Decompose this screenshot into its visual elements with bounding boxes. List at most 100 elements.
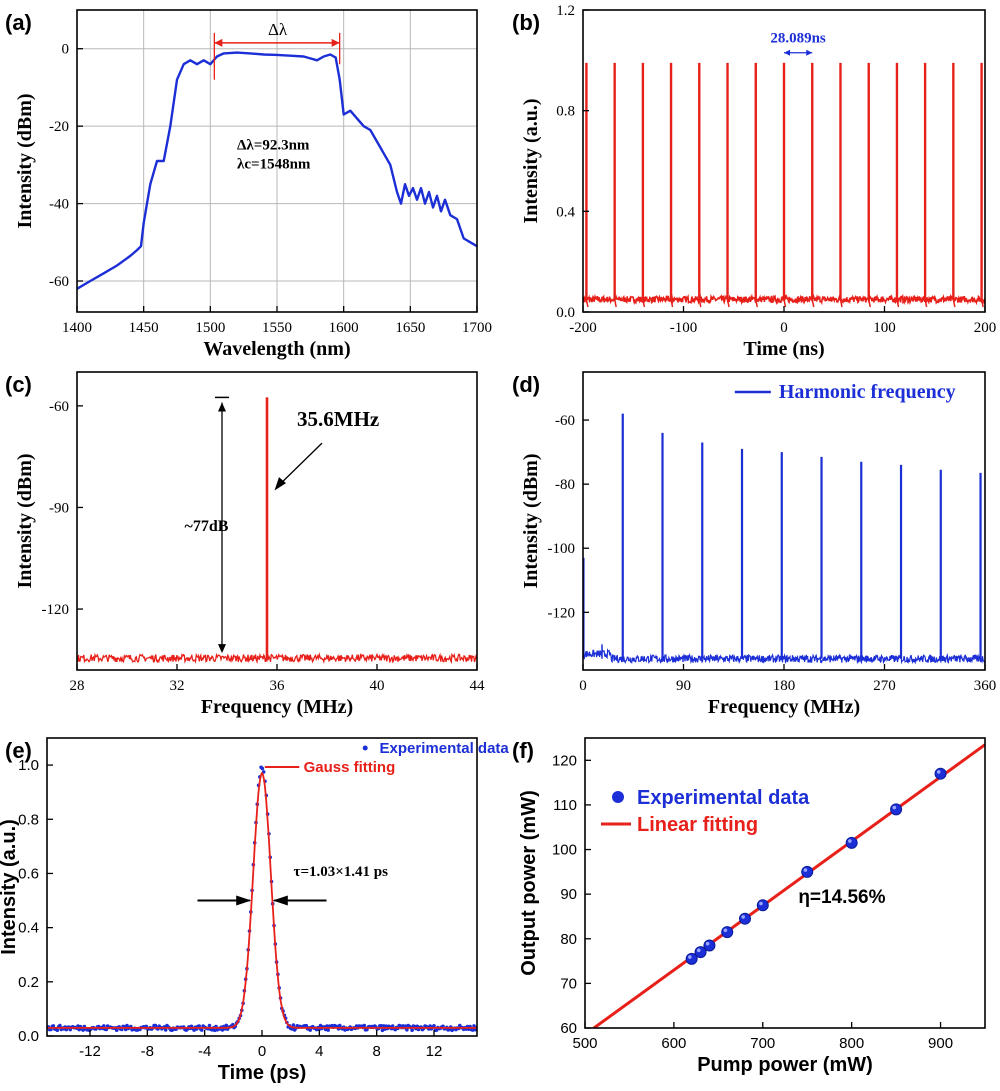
- x-tick-label: -12: [79, 1043, 101, 1060]
- pulse-undershoot: [980, 299, 984, 308]
- data-point-highlight: [688, 955, 692, 959]
- pulse-undershoot: [811, 299, 815, 308]
- y-tick-label: -60: [555, 413, 575, 429]
- y-tick-label: 0.8: [556, 104, 575, 120]
- data-point-highlight: [705, 941, 710, 946]
- panel-f: Experimental data Linear fitting η=14.56% 5…: [512, 737, 986, 1076]
- bandwidth-arrowhead-right: [331, 38, 340, 47]
- x-tick-label: 360: [974, 678, 997, 694]
- x-tick-label: -200: [569, 320, 597, 336]
- x-tick-label: 0: [579, 678, 587, 694]
- data-point: [472, 1024, 476, 1028]
- y-tick-label: -120: [548, 605, 576, 621]
- x-axis-label: Pump power (mW): [697, 1054, 873, 1076]
- plot-area-b: [583, 62, 985, 308]
- x-tick-label: 500: [572, 1035, 597, 1052]
- legend-label-linear: Linear fitting: [637, 814, 758, 836]
- y-axis-label: Intensity (a.u.): [520, 98, 542, 223]
- pulse-undershoot: [613, 299, 617, 308]
- data-point: [55, 1028, 60, 1032]
- x-tick-label: -8: [141, 1043, 154, 1060]
- x-tick-label: 44: [470, 678, 486, 694]
- annotation-pulse-width: τ=1.03×1.41 ps: [294, 864, 389, 880]
- y-axis-label: Output power (mW): [518, 790, 540, 976]
- data-point: [125, 1023, 129, 1028]
- y-tick-label: -60: [49, 274, 69, 290]
- x-tick-label: 0: [780, 320, 788, 336]
- period-arrowhead-left: [784, 49, 790, 56]
- x-tick-label: 40: [370, 678, 385, 694]
- x-tick-label: 700: [750, 1035, 775, 1052]
- x-axis-label: Time (ps): [218, 1062, 307, 1084]
- pulse-undershoot: [924, 299, 928, 308]
- plot-frame: [584, 737, 986, 1029]
- annotation-peak-frequency: 35.6MHz: [297, 407, 379, 431]
- panel-label: (f): [512, 738, 534, 763]
- x-tick-label: 4: [315, 1043, 323, 1060]
- data-point-highlight: [741, 915, 745, 919]
- data-point: [410, 1028, 414, 1032]
- plot-area-d: [583, 413, 985, 665]
- annotation-efficiency: η=14.56%: [798, 887, 885, 908]
- y-tick-label: 70: [560, 975, 577, 992]
- legend-label-experimental: Experimental data: [380, 740, 510, 757]
- panel-label: (a): [5, 10, 32, 35]
- data-point-highlight: [696, 948, 701, 953]
- plot-frame: [46, 737, 478, 1037]
- data-point: [304, 1023, 309, 1028]
- y-tick-label: 0: [62, 42, 70, 58]
- x-tick-label: 600: [661, 1035, 686, 1052]
- data-point: [362, 1023, 367, 1028]
- y-tick-label: -100: [548, 541, 576, 557]
- y-tick-label: 120: [552, 752, 577, 769]
- annotation-center-wavelength: λc=1548nm: [237, 157, 311, 173]
- data-point: [703, 939, 716, 952]
- x-tick-label: -4: [198, 1043, 211, 1060]
- y-tick-label: -90: [49, 500, 69, 516]
- panel-label: (d): [512, 372, 540, 397]
- x-tick-label: 900: [928, 1035, 953, 1052]
- peak-pointer-head: [274, 477, 286, 491]
- annotation-delta-lambda: Δλ: [268, 20, 288, 39]
- plot-area-e: [47, 765, 477, 1033]
- pulse-undershoot: [839, 299, 843, 308]
- plot-frame: [582, 371, 986, 671]
- y-tick-label: 0.0: [18, 1028, 39, 1045]
- panel-label: (b): [512, 10, 540, 35]
- noise-floor-line: [583, 648, 985, 665]
- pulse-undershoot: [698, 299, 702, 308]
- x-tick-label: 1700: [462, 320, 492, 336]
- annotation-period: 28.089ns: [770, 31, 826, 47]
- x-tick-label: 1450: [129, 320, 159, 336]
- data-point-highlight: [892, 805, 897, 810]
- x-tick-label: 1600: [329, 320, 359, 336]
- y-axis-label: Intensity (dBm): [14, 453, 36, 588]
- data-point: [934, 767, 947, 780]
- legend-label-harmonic: Harmonic frequency: [779, 381, 956, 403]
- data-point: [51, 1024, 56, 1028]
- plot-area-f: [593, 743, 985, 1028]
- y-tick-label: 0.8: [18, 811, 39, 828]
- legend-label-experimental: Experimental data: [637, 787, 810, 809]
- data-point: [163, 1028, 168, 1032]
- x-tick-label: 1500: [195, 320, 225, 336]
- pulse-undershoot: [670, 299, 674, 308]
- y-tick-label: 0.4: [556, 204, 575, 220]
- x-axis-label: Frequency (MHz): [201, 696, 353, 718]
- x-tick-label: 1550: [262, 320, 292, 336]
- panel-e: Experimental data Gauss fitting τ=1.03×1.4…: [0, 737, 510, 1084]
- fwhm-arrowhead-right: [272, 895, 288, 906]
- pulse-undershoot: [585, 299, 589, 308]
- y-tick-label: -40: [49, 197, 69, 213]
- x-tick-label: 12: [426, 1043, 443, 1060]
- pulse-undershoot: [867, 299, 871, 308]
- panel-label: (c): [5, 372, 32, 397]
- x-tick-label: 32: [170, 678, 185, 694]
- x-axis-label: Time (ns): [743, 338, 824, 360]
- spectrum-line: [77, 51, 477, 290]
- noise-floor-line: [77, 652, 477, 665]
- pulse-undershoot: [726, 299, 730, 308]
- y-tick-label: 80: [560, 931, 577, 948]
- data-point: [756, 899, 769, 912]
- data-point: [224, 1023, 229, 1028]
